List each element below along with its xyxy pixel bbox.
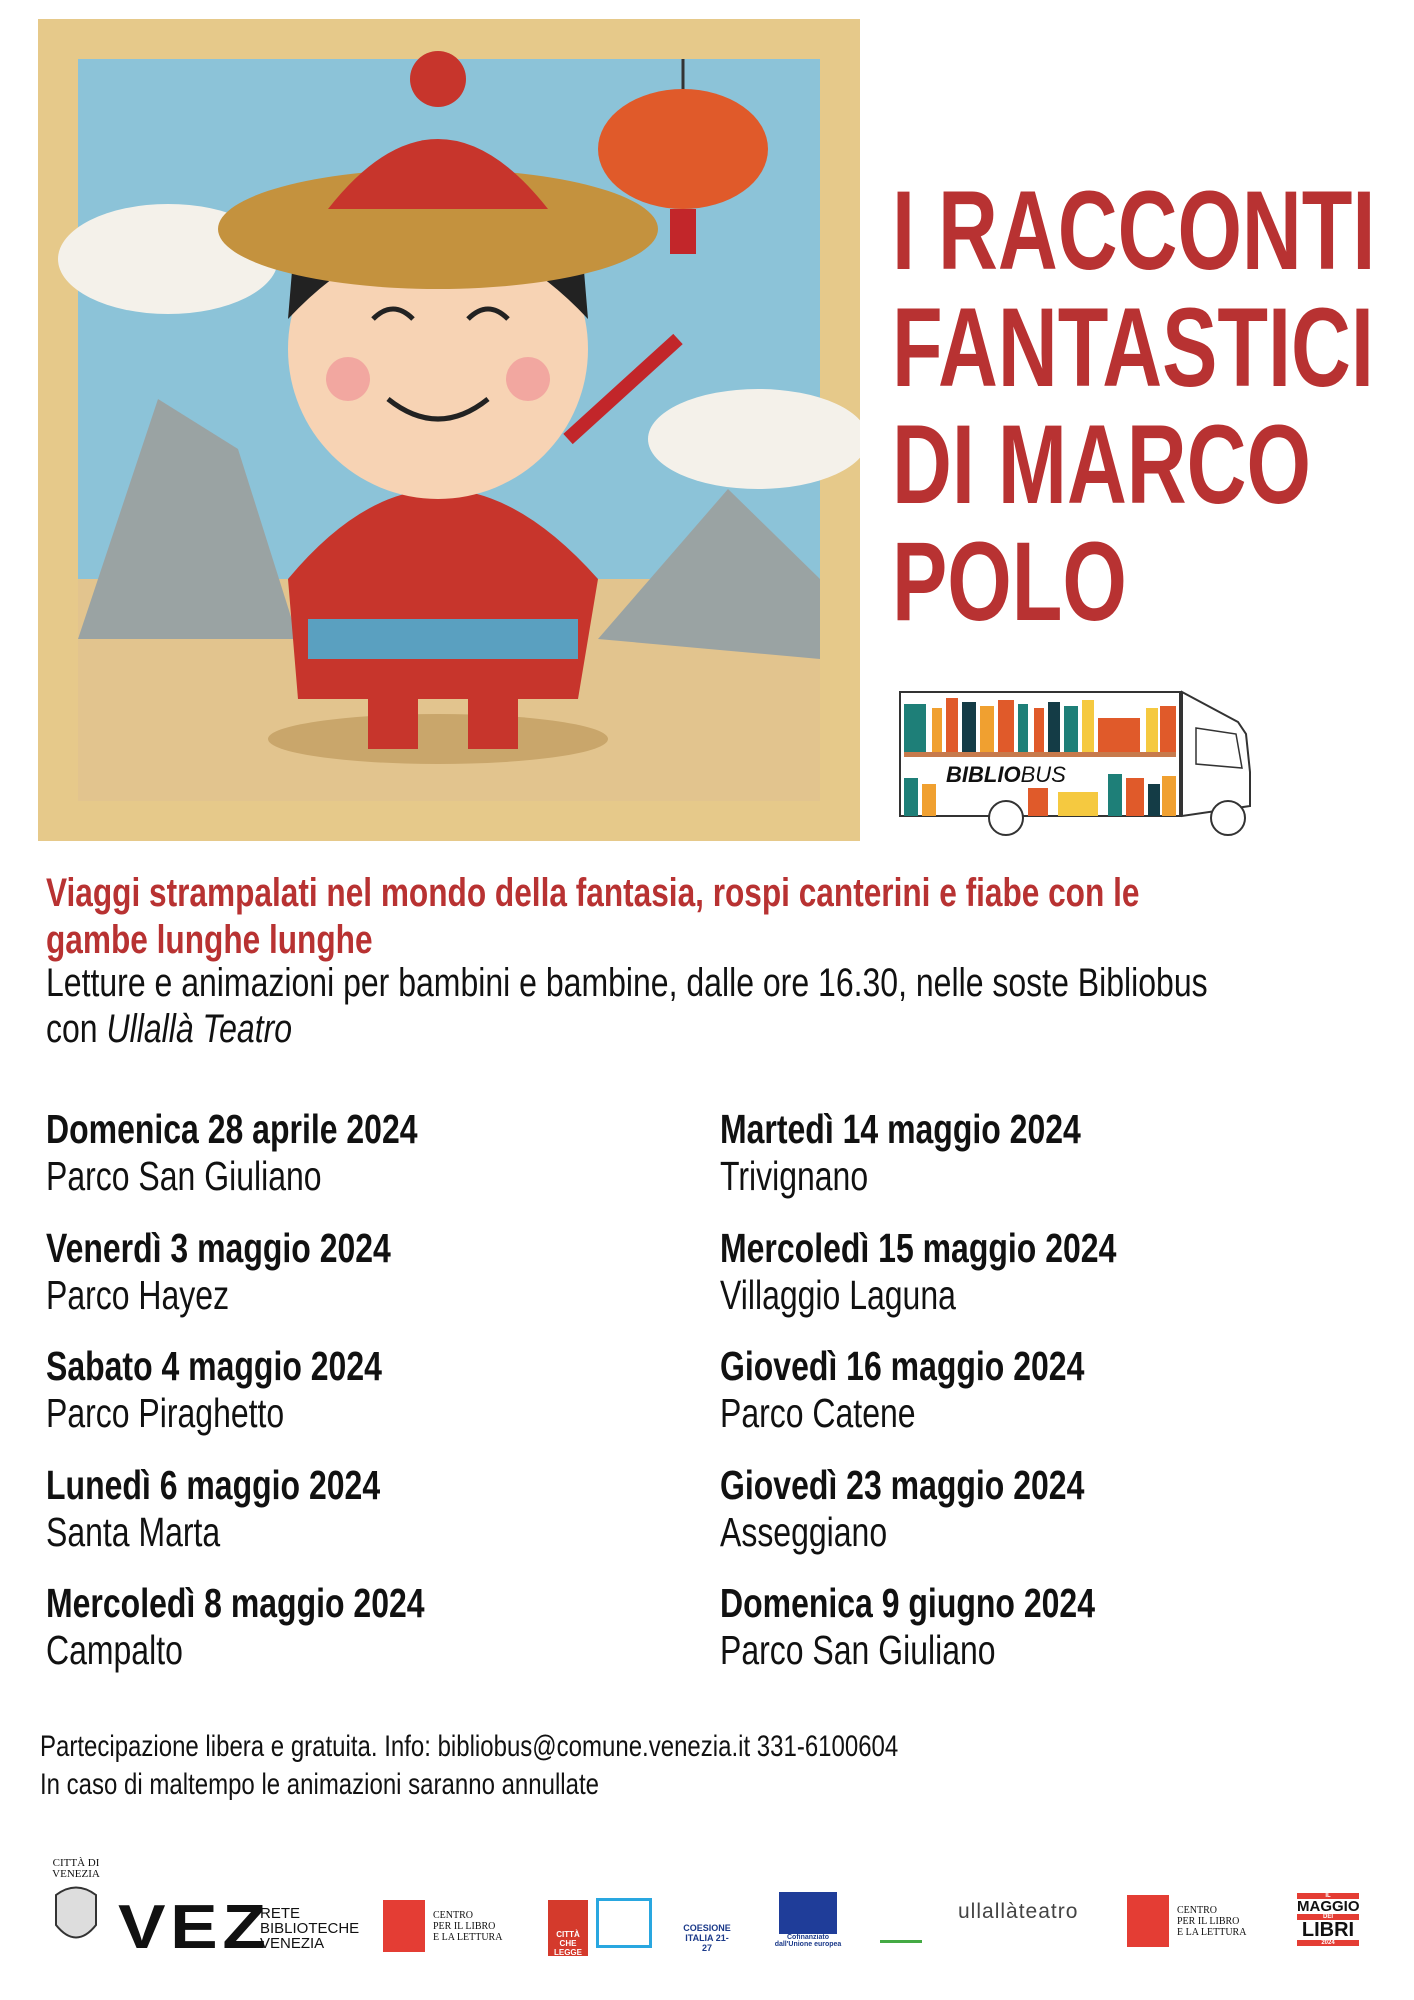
- event-place: Parco San Giuliano: [46, 1153, 322, 1199]
- event-place: Parco San Giuliano: [720, 1627, 996, 1673]
- venezia-logo: CITTÀ DI VENEZIA: [48, 1858, 104, 1953]
- cepell-logo-2: CENTRO PER IL LIBRO E LA LETTURA: [1127, 1895, 1246, 1947]
- cepell-logo: CENTRO PER IL LIBRO E LA LETTURA: [383, 1900, 502, 1952]
- event-item: Mercoledì 15 maggio 2024 Villaggio Laguna: [720, 1225, 1228, 1319]
- event-date: Lunedì 6 maggio 2024: [46, 1461, 381, 1508]
- event-date: Sabato 4 maggio 2024: [46, 1343, 382, 1389]
- event-item: Giovedì 16 maggio 2024 Parco Catene: [720, 1343, 1187, 1437]
- event-date: Martedì 14 maggio 2024: [720, 1106, 1081, 1152]
- bibliobus-logo: BIBLIOBUS: [899, 690, 1251, 836]
- event-item: Sabato 4 maggio 2024 Parco Piraghetto: [46, 1343, 477, 1437]
- event-place: Trivignano: [720, 1153, 869, 1199]
- eu-logo: Cofinanziato dall'Unione europea: [770, 1892, 846, 1948]
- vez-logo: VEZ: [118, 1893, 271, 1962]
- event-item: Venerdì 3 maggio 2024 Parco Hayez: [46, 1225, 488, 1319]
- footer-info: Partecipazione libera e gratuita. Info: …: [40, 1730, 899, 1801]
- citta-che-legge-logo: CITTÀ CHE LEGGE: [548, 1900, 588, 1957]
- event-date: Mercoledì 15 maggio 2024: [720, 1224, 1117, 1271]
- event-place: Campalto: [46, 1627, 183, 1673]
- coat-of-arms-icon: [55, 1886, 97, 1939]
- event-date: Venerdì 3 maggio 2024: [46, 1224, 391, 1271]
- event-place: Santa Marta: [46, 1508, 221, 1555]
- event-item: Lunedì 6 maggio 2024 Santa Marta: [46, 1462, 474, 1556]
- coesione-logo: COESIONE ITALIA 21-27: [683, 1923, 731, 1953]
- handshake-logo: [596, 1898, 652, 1948]
- poster-title: I RACCONTI FANTASTICI DI MARCO POLO: [892, 168, 1376, 644]
- maggio-dei-libri-logo: IL MAGGIO DEI LIBRI 2024: [1297, 1893, 1360, 1946]
- lantern-icon: [598, 59, 768, 254]
- italian-republic-logo: [880, 1895, 922, 1943]
- event-item: Giovedì 23 maggio 2024 Asseggiano: [720, 1462, 1187, 1556]
- event-item: Martedì 14 maggio 2024 Trivignano: [720, 1106, 1183, 1200]
- event-place: Parco Catene: [720, 1390, 916, 1436]
- event-place: Parco Hayez: [46, 1271, 230, 1318]
- svg-text:BIBLIOBUS: BIBLIOBUS: [946, 762, 1066, 787]
- event-date: Giovedì 23 maggio 2024: [720, 1461, 1085, 1508]
- event-place: Asseggiano: [720, 1508, 888, 1555]
- ullalla-teatro-logo: ullallàteatro: [958, 1900, 1079, 1923]
- event-date: Giovedì 16 maggio 2024: [720, 1343, 1085, 1389]
- event-item: Mercoledì 8 maggio 2024 Campalto: [46, 1580, 531, 1674]
- rete-biblioteche-logo: RETE BIBLIOTECHE VENEZIA: [260, 1905, 360, 1952]
- event-date: Domenica 28 aprile 2024: [46, 1106, 418, 1152]
- event-date: Mercoledì 8 maggio 2024: [46, 1580, 425, 1626]
- event-place: Parco Piraghetto: [46, 1390, 285, 1436]
- event-item: Domenica 9 giugno 2024 Parco San Giuliano: [720, 1580, 1201, 1674]
- marco-polo-illustration: [38, 19, 860, 841]
- event-date: Domenica 9 giugno 2024: [720, 1580, 1095, 1626]
- description: Letture e animazioni per bambini e bambi…: [46, 961, 1208, 1051]
- company-name: Ullallà Teatro: [106, 1007, 293, 1051]
- subtitle: Viaggi strampalati nel mondo della fanta…: [46, 871, 1140, 962]
- event-place: Villaggio Laguna: [720, 1271, 956, 1318]
- event-item: Domenica 28 aprile 2024 Parco San Giulian…: [46, 1106, 522, 1200]
